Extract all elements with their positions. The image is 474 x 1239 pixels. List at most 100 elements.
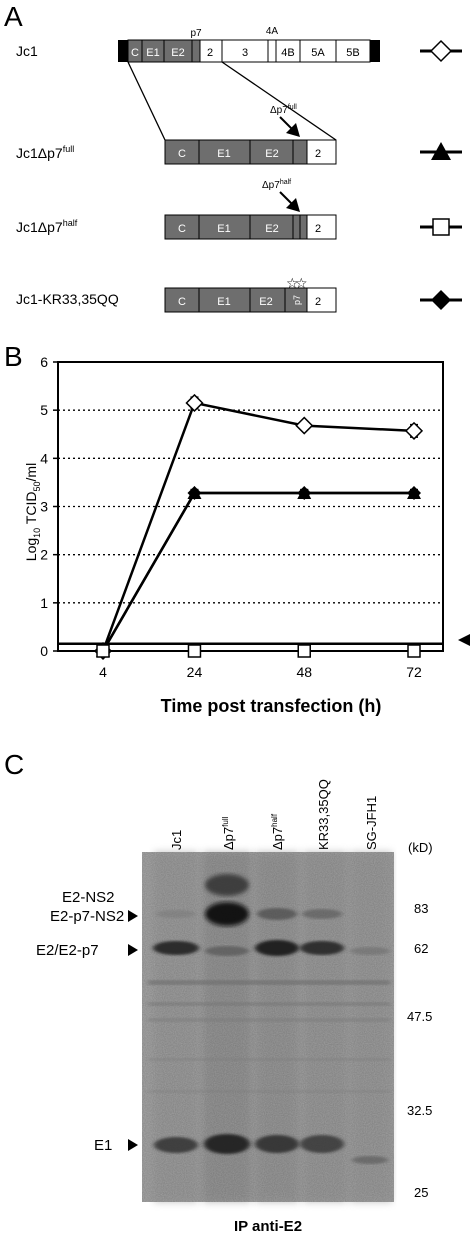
data-point (187, 644, 202, 658)
svg-text:E1: E1 (217, 223, 230, 235)
svg-text:E2: E2 (265, 148, 278, 160)
label-e2: E2 (171, 47, 184, 59)
panel-b-letter: B (4, 341, 23, 372)
marker-25: 25 (414, 1185, 428, 1200)
western-blot (142, 852, 394, 1202)
y-tick-label: 2 (40, 547, 48, 563)
series-filled-diamond (96, 486, 421, 658)
band-label-e2-p7-ns2: E2-p7-NS2 (50, 908, 124, 925)
zoom-line-left (127, 61, 166, 141)
construct-name-kr: Jc1-KR33,35QQ (16, 291, 119, 307)
svg-text:E2: E2 (259, 296, 272, 308)
legend-dp7full (420, 142, 462, 160)
lane-label-sgjfh1: SG-JFH1 (364, 796, 379, 850)
marker-62: 62 (414, 941, 428, 956)
panel-a-letter: A (4, 1, 23, 32)
segment-p7 (191, 39, 201, 63)
construct-map-kr: C E1 E2 p7 2 (164, 287, 337, 313)
label-ns5a: 5A (311, 47, 325, 59)
panel-a: A C E1 E2 p7 2 3 4A 4B 5A 5B (4, 1, 462, 313)
arrow-label-full: Δp7full (270, 104, 297, 116)
grid-lines (58, 409, 443, 604)
y-tick-label: 5 (40, 402, 48, 418)
data-point (404, 421, 424, 440)
legend-jc1 (420, 39, 462, 63)
svg-text:C: C (178, 296, 186, 308)
band-label-e1: E1 (94, 1137, 112, 1154)
series-open-diamond (93, 393, 424, 661)
band-arrow-e2-e2p7 (128, 944, 138, 956)
lane-label-dp7half: Δp7half (270, 813, 285, 850)
data-point (407, 486, 421, 501)
y-axis-label: Log10 TCID50/ml (23, 463, 42, 561)
band-arrow-e2-p7-ns2 (128, 910, 138, 922)
construct-name-dp7full: Jc1Δp7full (16, 144, 74, 161)
chart-axes: 0 1 2 3 4 5 6 4 24 48 72 (40, 354, 444, 680)
utr3-block (370, 40, 380, 62)
svg-text:C: C (178, 148, 186, 160)
x-axis-label: Time post transfection (h) (161, 696, 382, 716)
svg-text:E2: E2 (265, 223, 278, 235)
svg-text:p7: p7 (292, 295, 302, 305)
y-tick-label: 1 (40, 595, 48, 611)
series-line (101, 401, 415, 652)
detection-limit-marker (458, 634, 470, 646)
mutation-stars: ☆ ☆ (286, 275, 308, 291)
marker-47-5: 47.5 (407, 1009, 432, 1024)
panel-c-letter: C (4, 749, 24, 780)
svg-text:☆: ☆ (286, 275, 299, 291)
arrow-full (279, 116, 300, 137)
label-p7: p7 (190, 28, 202, 39)
construct-name-dp7half: Jc1Δp7half (16, 218, 78, 235)
label-c: C (131, 47, 139, 59)
y-tick-label: 3 (40, 499, 48, 515)
x-tick-label: 4 (99, 664, 107, 680)
series-filled-triangle (96, 486, 421, 657)
legend-dp7half (420, 218, 462, 236)
label-ns3: 3 (242, 47, 248, 59)
marker-32-5: 32.5 (407, 1103, 432, 1118)
utr5-block (118, 40, 128, 62)
x-tick-label: 24 (187, 664, 203, 680)
lane-label-jc1: Jc1 (169, 830, 184, 850)
data-point (187, 486, 202, 501)
band-label-e2-ns2: E2-NS2 (62, 889, 115, 906)
blot-caption: IP anti-E2 (234, 1218, 302, 1235)
kd-unit: (kD) (408, 840, 433, 855)
svg-text:2: 2 (315, 223, 321, 235)
label-ns2: 2 (207, 47, 213, 59)
y-tick-label: 4 (40, 450, 48, 466)
data-point (407, 644, 421, 658)
data-point (297, 644, 311, 658)
y-tick-label: 6 (40, 354, 48, 370)
construct-name-jc1: Jc1 (16, 43, 38, 59)
band-arrow-e1 (128, 1139, 138, 1151)
svg-text:2: 2 (315, 296, 321, 308)
label-e1: E1 (146, 47, 159, 59)
construct-map-dp7half: C E1 E2 2 (164, 214, 337, 240)
lane-label-kr: KR33,35QQ (316, 779, 331, 850)
svg-text:C: C (178, 223, 186, 235)
svg-text:E1: E1 (217, 296, 230, 308)
zoom-line-right (221, 61, 337, 141)
y-tick-label: 0 (40, 643, 48, 659)
arrow-half (279, 191, 300, 212)
chart-series (93, 393, 424, 661)
construct-map-dp7full: C E1 E2 2 (164, 139, 337, 165)
label-ns4a: 4A (266, 26, 279, 37)
label-ns5b: 5B (346, 47, 359, 59)
band-label-e2-e2p7: E2/E2-p7 (36, 942, 99, 959)
svg-text:2: 2 (315, 148, 321, 160)
panel-c: C (4, 749, 433, 1235)
jc1-genome-map: C E1 E2 p7 2 3 4A 4B 5A 5B (118, 26, 380, 141)
data-point (297, 486, 312, 501)
x-tick-label: 72 (406, 664, 422, 680)
plot-frame (57, 361, 444, 652)
x-tick-label: 48 (296, 664, 312, 680)
series-open-square (96, 644, 421, 658)
label-ns4b: 4B (281, 47, 294, 59)
marker-83: 83 (414, 901, 428, 916)
panel-b: B 0 1 2 3 4 5 6 4 24 48 72 Log10 TCID50/ml Time po… (4, 341, 470, 716)
lane-label-dp7full: Δp7full (221, 816, 236, 850)
